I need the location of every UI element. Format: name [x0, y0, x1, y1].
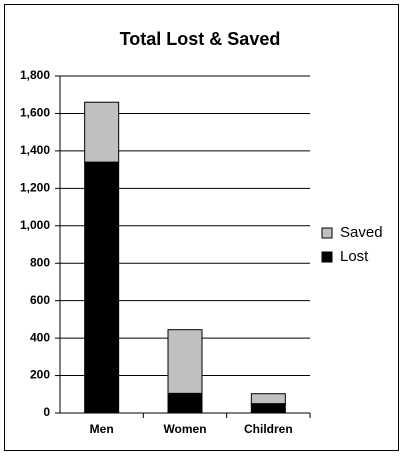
legend-swatch — [321, 251, 333, 263]
chart-title: Total Lost & Saved — [120, 29, 281, 49]
y-tick-label: 800 — [30, 255, 50, 269]
y-tick-label: 1,600 — [20, 106, 50, 120]
bar-segment — [250, 393, 286, 405]
legend-label: Lost — [340, 248, 369, 265]
x-tick-label: Men — [90, 422, 114, 436]
y-tick-label: 1,200 — [20, 181, 50, 195]
bar-segment — [84, 101, 120, 163]
bar-segment — [167, 329, 203, 394]
y-tick-label: 1,800 — [20, 68, 50, 82]
y-tick-label: 600 — [30, 293, 50, 307]
legend-label: Saved — [340, 224, 383, 241]
y-tick-label: 1,400 — [20, 143, 50, 157]
x-tick-label: Women — [163, 422, 206, 436]
x-tick-label: Children — [244, 422, 293, 436]
y-tick-label: 0 — [43, 405, 50, 419]
legend-swatch — [321, 227, 333, 239]
y-tick-label: 1,000 — [20, 218, 50, 232]
bar-segment — [250, 403, 286, 414]
bar-segment — [167, 392, 203, 414]
y-tick-label: 400 — [30, 330, 50, 344]
y-tick-label: 200 — [30, 368, 50, 382]
bar-segment — [84, 161, 120, 414]
